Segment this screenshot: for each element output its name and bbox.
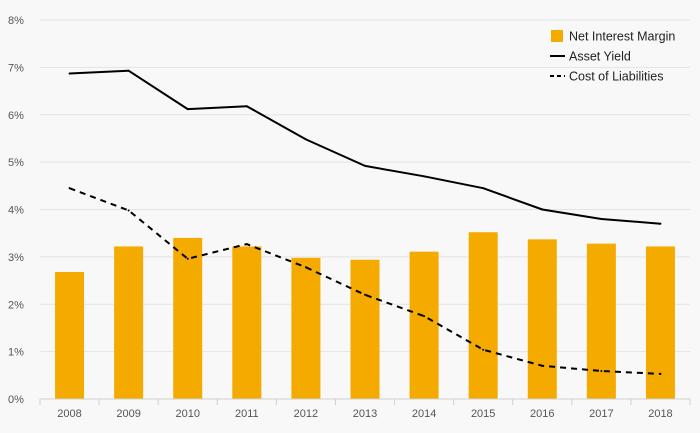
y-tick-label-4: 4%	[8, 205, 24, 217]
bar-2009	[114, 246, 144, 399]
line-point-2-2018	[659, 372, 662, 375]
x-tick-label-2013: 2013	[353, 408, 377, 420]
bar-2008	[55, 272, 85, 399]
line-point-2-2012	[304, 266, 307, 269]
line-point-2-2015	[482, 348, 485, 351]
x-tick-label-2014: 2014	[412, 408, 436, 420]
line-point-1-2017	[600, 217, 603, 220]
line-point-2-2013	[364, 293, 366, 296]
line-point-1-2008	[68, 72, 71, 75]
y-tick-label-3: 3%	[8, 252, 24, 264]
line-point-1-2009	[127, 69, 130, 72]
line-point-1-2014	[423, 175, 426, 178]
bar-2010	[173, 237, 203, 399]
line-point-2-2009	[127, 209, 130, 212]
line-point-1-2013	[364, 164, 366, 167]
bar-2011	[232, 246, 262, 399]
line-point-2-2017	[600, 370, 603, 373]
line-point-1-2012	[304, 138, 307, 141]
x-tick-label-2012: 2012	[294, 408, 318, 420]
y-tick-label-0: 0%	[8, 394, 24, 406]
x-tick-label-2008: 2008	[57, 408, 81, 420]
line-point-1-2011	[245, 105, 248, 108]
y-tick-label-7: 7%	[8, 62, 24, 74]
y-tick-label-5: 5%	[8, 157, 24, 169]
line-point-2-2008	[68, 187, 71, 190]
line-point-1-2016	[541, 208, 544, 211]
line-point-2-2014	[423, 315, 426, 318]
y-tick-label-1: 1%	[8, 347, 24, 359]
bar-2013	[350, 259, 380, 399]
x-tick-label-2018: 2018	[648, 408, 672, 420]
legend-label-0: Net Interest Margin	[569, 30, 675, 44]
bar-2016	[527, 239, 557, 399]
grid-layer	[40, 19, 690, 353]
legend-swatch-0	[551, 30, 563, 42]
bar-2018	[645, 246, 675, 399]
x-tick-label-2011: 2011	[235, 408, 259, 420]
line-point-1-2015	[482, 187, 485, 190]
legend-label-1: Asset Yield	[569, 50, 631, 64]
line-point-1-2018	[659, 222, 662, 225]
line-series-1	[69, 69, 661, 225]
y-axis: 0% 1% 2% 3% 4% 5% 6% 7% 8%	[8, 15, 24, 406]
line-point-2-2010	[186, 257, 189, 260]
x-tick-label-2015: 2015	[471, 408, 495, 420]
bar-2017	[586, 243, 616, 399]
y-tick-label-6: 6%	[8, 110, 24, 122]
line-point-2-2011	[245, 243, 248, 246]
x-tick-label-2010: 2010	[175, 408, 199, 420]
bar-2014	[409, 251, 439, 399]
line-series-2	[69, 187, 661, 375]
y-tick-label-2: 2%	[8, 299, 24, 311]
y-tick-label-8: 8%	[8, 15, 24, 27]
line-point-1-2010	[186, 108, 189, 111]
legend-label-2: Cost of Liabilities	[569, 70, 664, 84]
x-tick-label-2017: 2017	[589, 408, 613, 420]
line-point-2-2016	[541, 364, 544, 367]
x-axis: 2008 2009 2010 2011 2012 2013 2014 2015 2016 2017…	[39, 398, 691, 420]
legend: Net Interest Margin Asset Yield Cost of Li…	[550, 30, 675, 84]
x-tick-label-2016: 2016	[530, 408, 554, 420]
bar-2012	[291, 257, 321, 399]
bar-2015	[468, 232, 498, 399]
line-series	[68, 69, 662, 375]
x-tick-label-2009: 2009	[116, 408, 140, 420]
